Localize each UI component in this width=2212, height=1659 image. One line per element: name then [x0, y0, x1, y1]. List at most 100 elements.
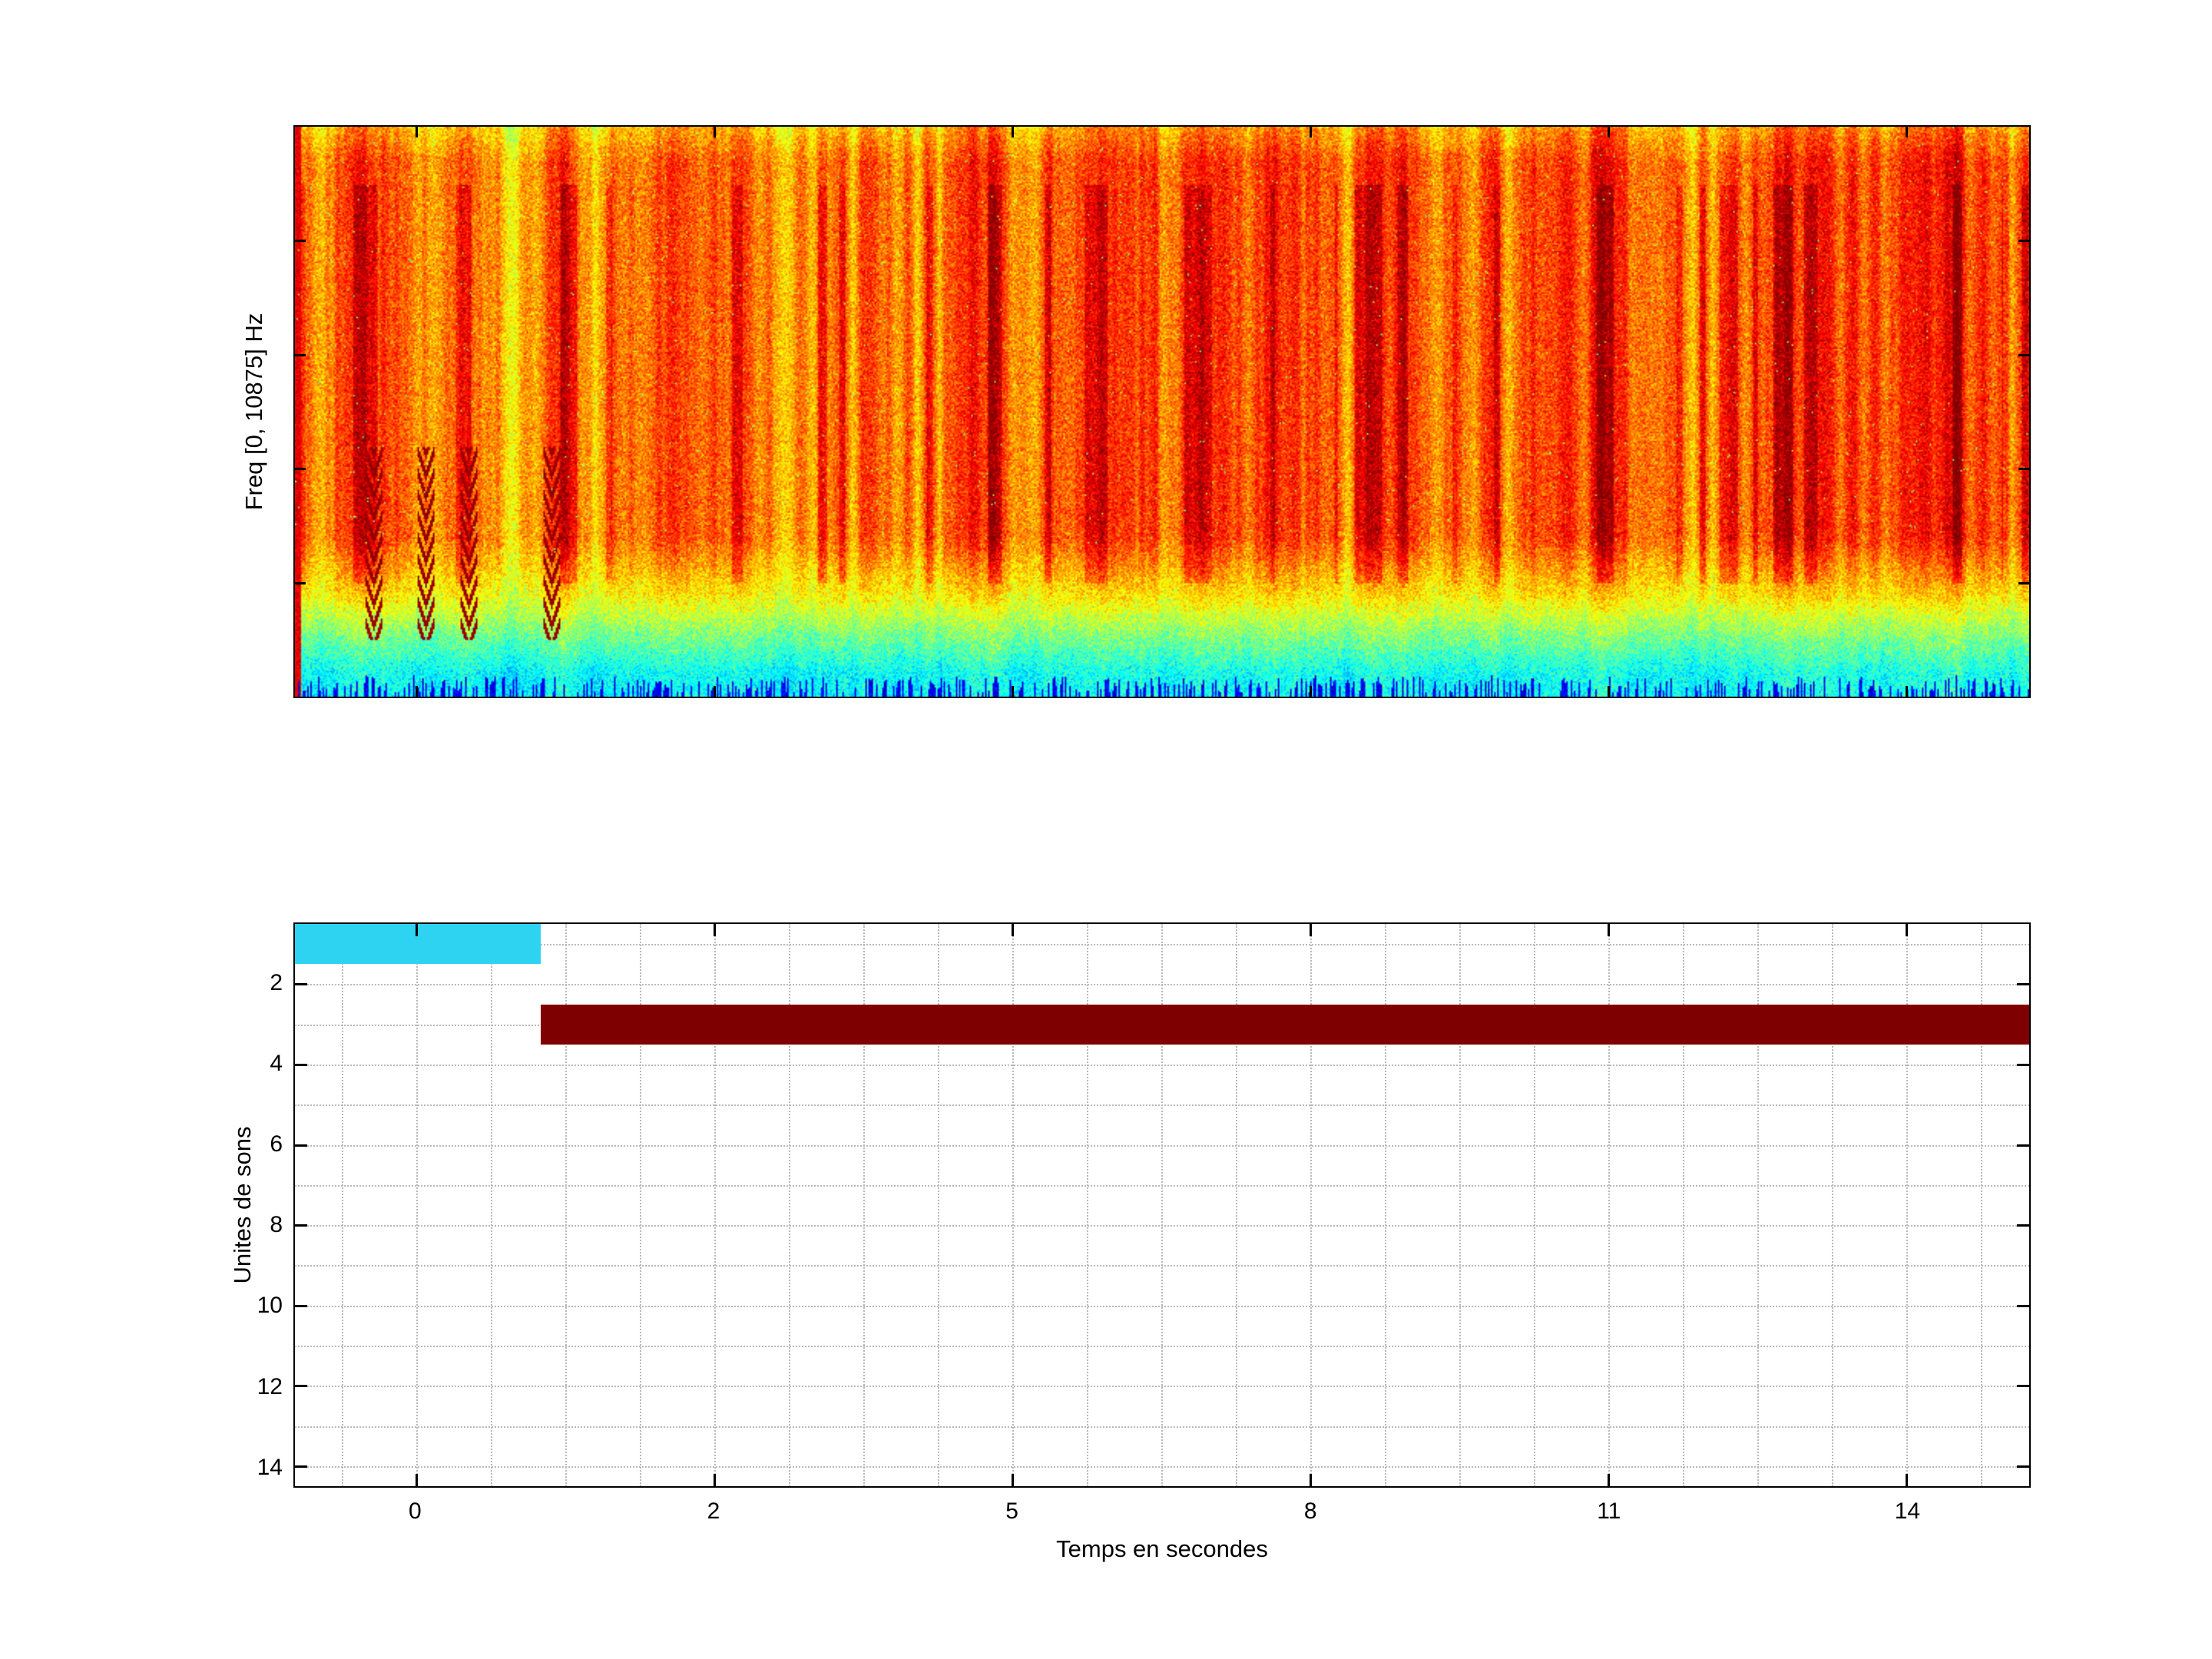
x-tick	[1011, 686, 1014, 697]
grid-line-horizontal	[295, 944, 2029, 946]
x-tick	[1607, 127, 1610, 137]
grid-line-vertical	[1012, 924, 1014, 1486]
grid-line-vertical	[1384, 924, 1386, 1486]
y-tick	[2017, 1385, 2029, 1388]
spectrogram-image	[295, 127, 2029, 697]
units-plot-ylabel: Unites de sons	[229, 1126, 256, 1284]
grid-line-vertical	[1831, 924, 1833, 1486]
grid-line-vertical	[714, 924, 716, 1486]
grid-line-vertical	[565, 924, 568, 1486]
y-tick	[2017, 1304, 2029, 1307]
sound-unit-3-bar	[540, 1004, 2029, 1045]
x-tick	[713, 1474, 716, 1486]
grid-line-vertical	[1906, 924, 1908, 1486]
y-tick	[295, 240, 306, 243]
x-tick	[1905, 924, 1908, 936]
x-tick	[1309, 127, 1312, 137]
x-tick	[1309, 1474, 1312, 1486]
y-tick-label: 6	[270, 1131, 283, 1157]
grid-line-vertical	[1310, 924, 1312, 1486]
y-tick-label: 14	[257, 1454, 283, 1480]
y-tick	[295, 1304, 307, 1307]
y-tick	[295, 983, 307, 986]
grid-line-horizontal	[295, 1065, 2029, 1066]
grid-line-vertical	[1682, 924, 1684, 1486]
grid-line-vertical	[342, 924, 344, 1486]
y-tick	[2017, 983, 2029, 986]
grid-line-vertical	[491, 924, 493, 1486]
y-tick	[2017, 1465, 2029, 1468]
x-tick	[1607, 1474, 1610, 1486]
x-tick	[1905, 686, 1908, 697]
x-tick	[1011, 1474, 1014, 1486]
grid-line-vertical	[1235, 924, 1237, 1486]
grid-line-horizontal	[295, 984, 2029, 986]
x-tick	[713, 686, 716, 697]
y-tick	[2017, 1144, 2029, 1147]
y-tick-label: 12	[257, 1373, 283, 1399]
y-tick	[2017, 1064, 2029, 1066]
y-tick	[2018, 581, 2029, 584]
x-tick	[1607, 686, 1610, 697]
grid-line-vertical	[1533, 924, 1535, 1486]
x-tick	[1905, 127, 1908, 137]
grid-line-horizontal	[295, 1426, 2029, 1428]
x-tick	[1309, 924, 1312, 936]
x-tick-label: 5	[1005, 1498, 1018, 1524]
y-tick	[295, 581, 306, 584]
grid-line-horizontal	[295, 1386, 2029, 1388]
x-tick-label: 8	[1303, 1498, 1317, 1524]
grid-line-horizontal	[295, 1184, 2029, 1187]
sound-units-plot	[293, 922, 2031, 1488]
x-tick	[1011, 924, 1014, 936]
y-tick	[295, 1465, 307, 1468]
grid-line-vertical	[1459, 924, 1461, 1486]
spectrogram-plot	[293, 125, 2031, 698]
grid-line-vertical	[788, 924, 790, 1486]
y-tick	[2018, 468, 2029, 471]
grid-line-horizontal	[295, 1225, 2029, 1227]
x-tick-label: 11	[1597, 1498, 1621, 1524]
y-tick	[295, 1144, 307, 1147]
grid-line-vertical	[1980, 924, 1982, 1486]
grid-line-horizontal	[295, 1346, 2029, 1347]
x-tick-label: 0	[408, 1498, 422, 1524]
grid-line-horizontal	[295, 1104, 2029, 1107]
x-tick	[713, 924, 716, 936]
grid-line-horizontal	[295, 1465, 2029, 1468]
grid-line-vertical	[416, 924, 419, 1486]
x-tick	[416, 924, 419, 936]
y-tick	[295, 468, 306, 471]
x-tick	[416, 127, 419, 137]
x-tick-label: 14	[1894, 1498, 1921, 1524]
x-tick	[1905, 1474, 1908, 1486]
grid-line-vertical	[863, 924, 865, 1486]
x-tick	[1309, 686, 1312, 697]
units-plot-xlabel: Temps en secondes	[1056, 1535, 1268, 1562]
grid-line-horizontal	[295, 1305, 2029, 1307]
spectrogram-ylabel: Freq [0, 10875] Hz	[240, 313, 267, 511]
grid-line-horizontal	[295, 1265, 2029, 1267]
y-tick	[2018, 240, 2029, 243]
grid-line-vertical	[1757, 924, 1759, 1486]
x-tick	[416, 1474, 419, 1486]
y-tick	[295, 1385, 307, 1388]
y-tick	[295, 1224, 307, 1227]
y-tick-label: 10	[257, 1293, 283, 1319]
y-tick	[2017, 1224, 2029, 1227]
y-tick-label: 4	[270, 1051, 283, 1076]
x-tick-label: 2	[707, 1498, 720, 1524]
y-tick-label: 2	[270, 969, 283, 995]
y-tick	[295, 1064, 307, 1066]
y-tick-label: 8	[270, 1212, 283, 1238]
y-tick	[295, 353, 306, 356]
x-tick	[416, 686, 419, 697]
x-tick	[713, 127, 716, 137]
grid-line-vertical	[640, 924, 641, 1486]
grid-line-vertical	[1161, 924, 1163, 1486]
x-tick	[1607, 924, 1610, 936]
grid-line-vertical	[937, 924, 939, 1486]
y-tick	[2018, 353, 2029, 356]
x-tick	[1011, 127, 1014, 137]
